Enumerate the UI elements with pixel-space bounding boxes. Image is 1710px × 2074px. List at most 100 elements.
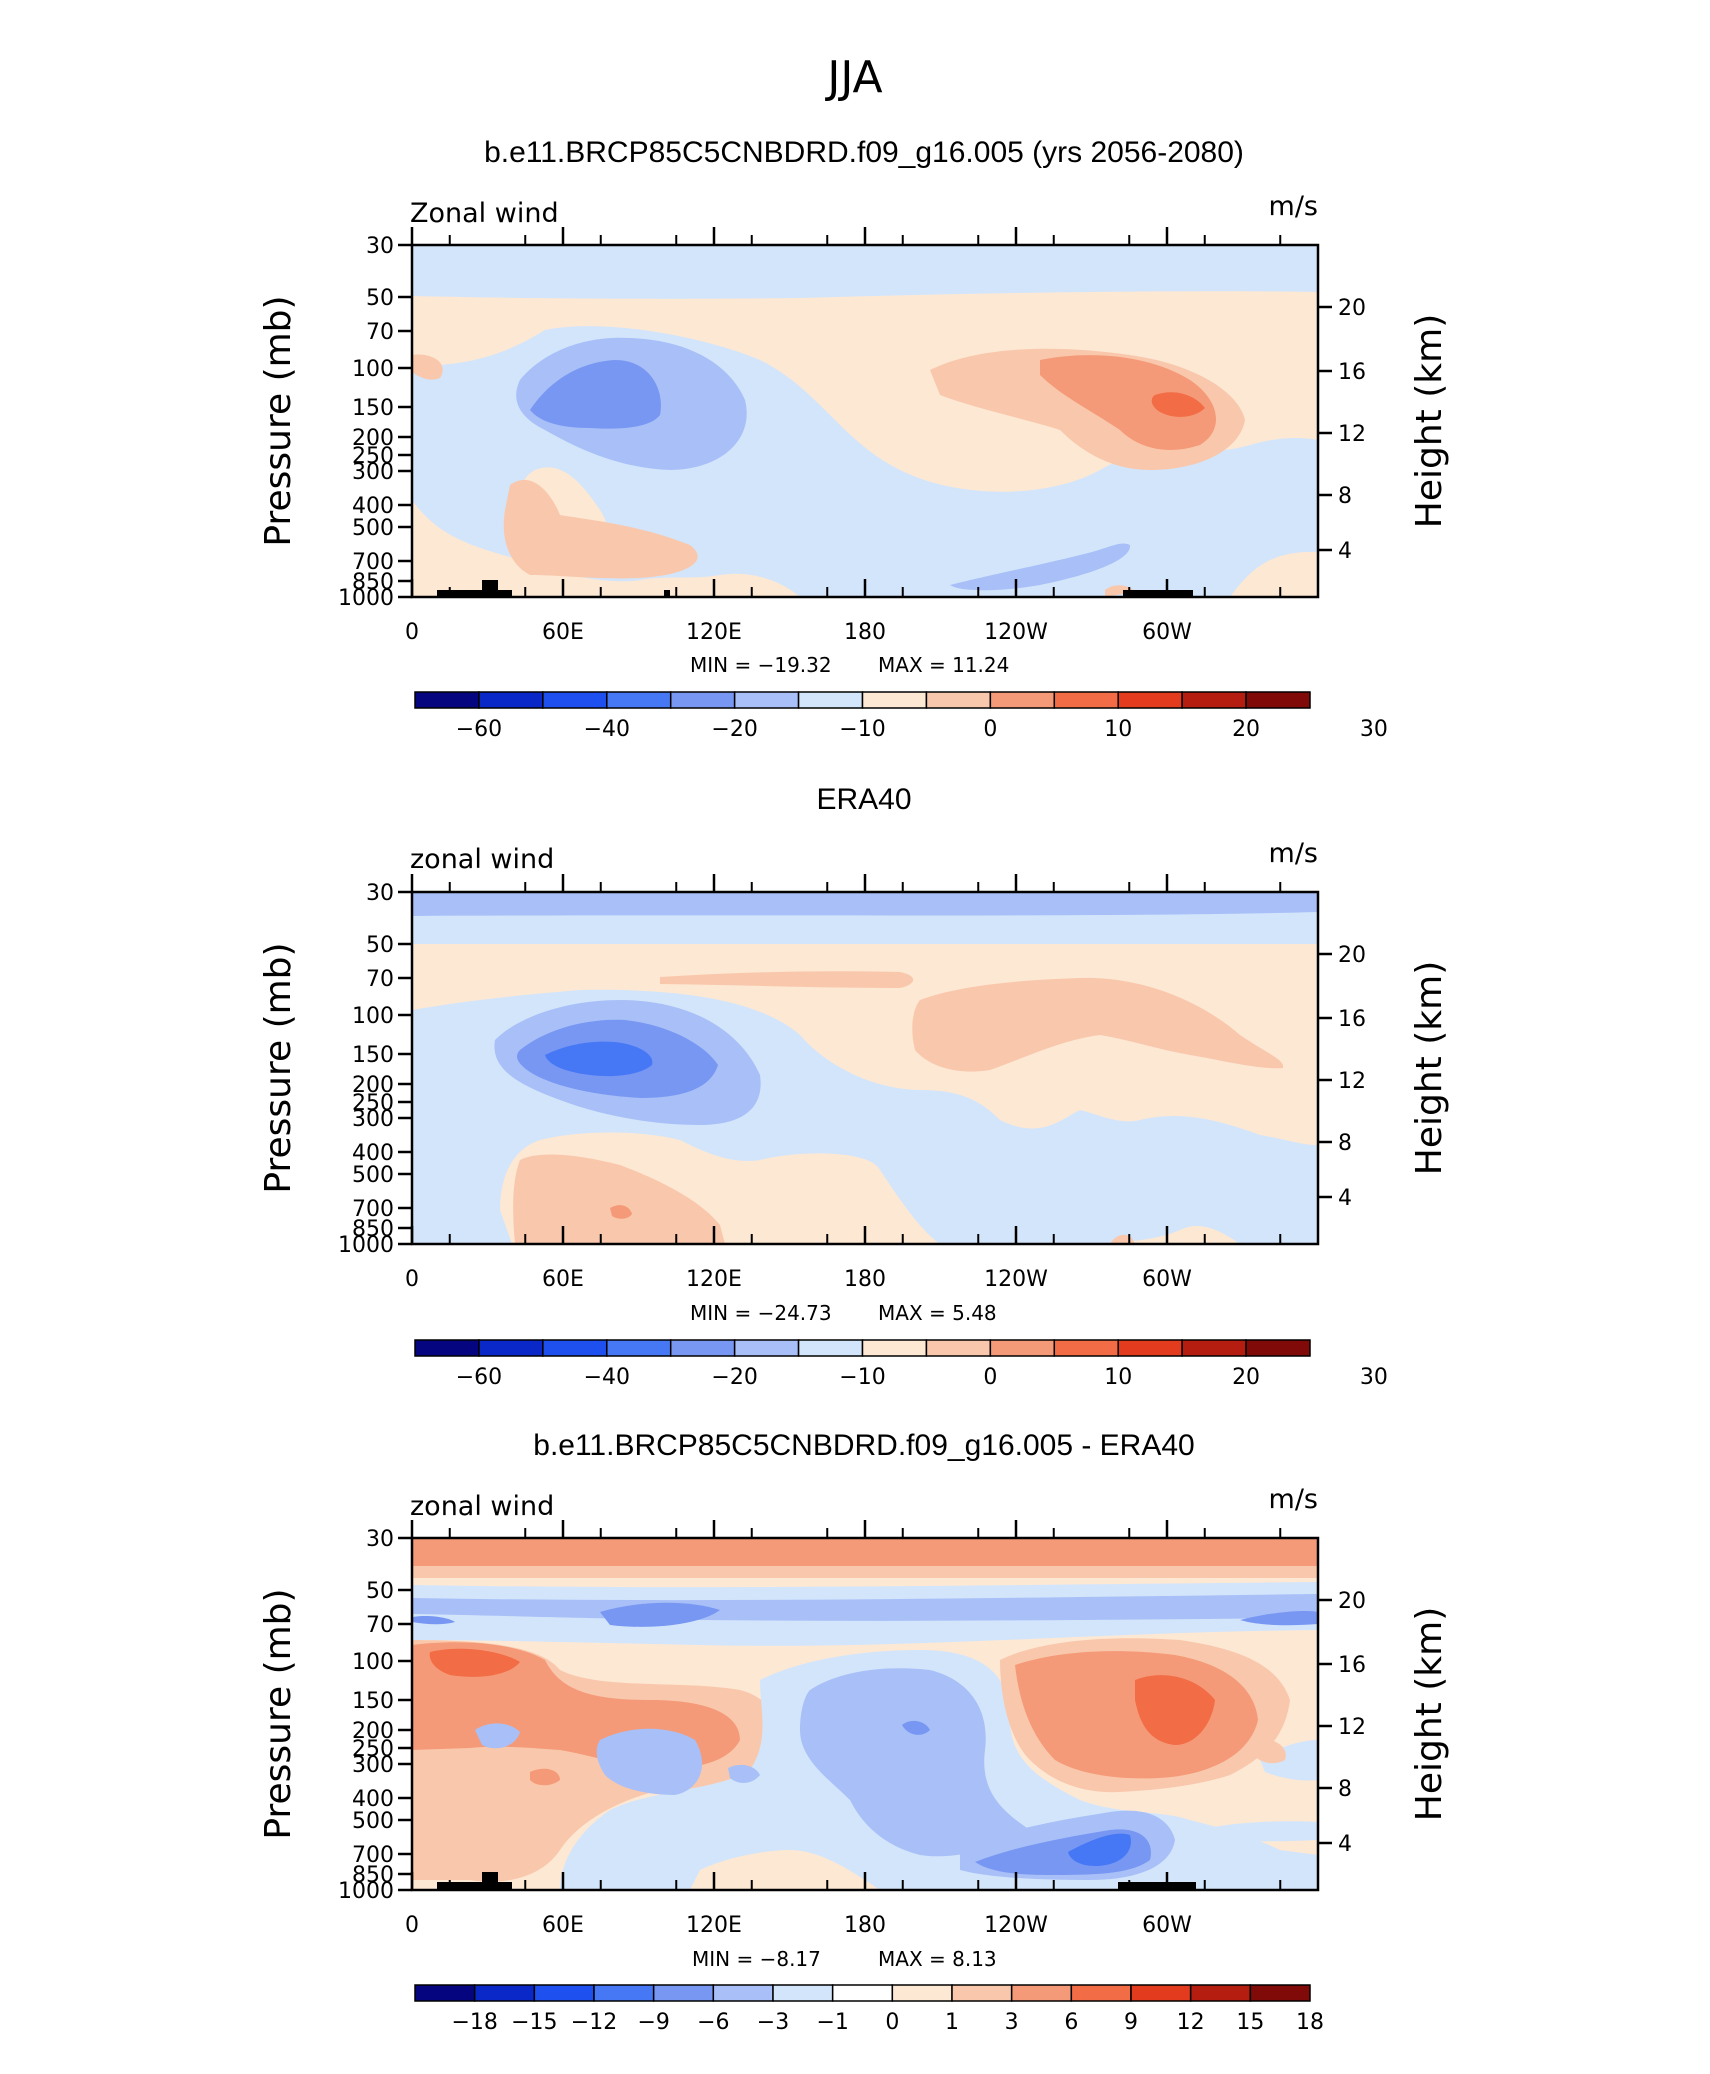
field-region: [429, 1648, 520, 1677]
panel-diff-left-label: zonal wind: [410, 1491, 554, 1522]
x-tick-label: 120W: [984, 1913, 1048, 1938]
colorbar-label: −12: [571, 2010, 617, 2035]
x-tick-label: 120E: [686, 1913, 742, 1938]
y2-tick-label: 16: [1338, 1007, 1366, 1032]
colorbar-label: 10: [1104, 1365, 1132, 1390]
x-tick-label: 0: [405, 1267, 419, 1292]
panel-diff-title: b.e11.BRCP85C5CNBDRD.f09_g16.005 - ERA40: [533, 1429, 1194, 1462]
y2-tick-label: 8: [1338, 484, 1352, 509]
colorbar-swatch: [925, 1339, 992, 1357]
panel-obs: ERA40 zonal wind m/s 0 60E 120E 180 120W 60W 3…: [258, 783, 1450, 1390]
field-region: [660, 971, 914, 988]
colorbar-swatch: [414, 691, 480, 709]
y-tick-label: 250: [352, 1737, 394, 1762]
panel-diff-ylabel: Pressure (mb): [258, 1588, 299, 1839]
field-region: [912, 977, 1284, 1072]
colorbar-label: 6: [1064, 2010, 1078, 2035]
colorbar-label: −1: [816, 2010, 848, 2035]
colorbar-swatch: [1245, 1339, 1311, 1357]
panel-diff: b.e11.BRCP85C5CNBDRD.f09_g16.005 - ERA40…: [258, 1429, 1450, 2035]
y-tick-label: 300: [352, 1753, 394, 1778]
colorbar-swatch: [951, 1984, 1013, 2002]
y-tick-label: 250: [352, 444, 394, 469]
y-tick-label: 850: [352, 1863, 394, 1888]
colorbar-swatch: [542, 691, 608, 709]
panel-diff-units: m/s: [1269, 1484, 1318, 1515]
colorbar-swatch: [925, 691, 992, 709]
colorbar-swatch: [1053, 691, 1119, 709]
colorbar-swatch: [1245, 691, 1311, 709]
field-region: [513, 1154, 725, 1244]
colorbar-label: 10: [1104, 717, 1132, 742]
colorbar-label: 0: [983, 1365, 997, 1390]
x-tick-label: 60E: [542, 1267, 584, 1292]
panel-diff-min: MIN = −8.17: [692, 1947, 821, 1971]
field-region: [596, 1728, 703, 1795]
colorbar-label: −10: [839, 717, 885, 742]
panel-diff-colorbar: −18 −15 −12 −9 −6 −3 −1 0 1 3 6 9 12 15 18: [414, 1984, 1324, 2035]
field-region: [1151, 392, 1205, 417]
colorbar-swatch: [891, 1984, 953, 2002]
field-region: [1068, 1833, 1131, 1866]
field-region: [530, 360, 661, 429]
orography: [1123, 590, 1193, 597]
orography: [1118, 1882, 1196, 1890]
panel-model-max: MAX = 11.24: [878, 653, 1009, 677]
field-region: [1260, 1740, 1318, 1781]
y2-tick-label: 4: [1338, 1832, 1352, 1857]
x-tick-label: 60E: [542, 620, 584, 645]
colorbar-label: −20: [711, 1365, 757, 1390]
colorbar-swatch: [733, 691, 800, 709]
orography: [482, 1872, 498, 1882]
x-tick-label: 60W: [1142, 620, 1192, 645]
colorbar-swatch: [989, 1339, 1056, 1357]
colorbar-label: −20: [711, 717, 757, 742]
field-region: [530, 1768, 560, 1786]
colorbar-label: −3: [757, 2010, 789, 2035]
y-tick-label: 1000: [338, 1879, 394, 1904]
panel-model-y2label: Height (km): [1409, 314, 1450, 528]
y-tick-label: 850: [352, 1217, 394, 1242]
panel-obs-colorbar: −60 −40 −20 −10 0 10 20 30: [414, 1339, 1388, 1390]
colorbar-swatch: [831, 1984, 894, 2002]
y-tick-label: 700: [352, 550, 394, 575]
y2-tick-label: 20: [1338, 1589, 1366, 1614]
x-tick-label: 0: [405, 620, 419, 645]
y-tick-label: 50: [366, 933, 394, 958]
y-tick-label: 700: [352, 1843, 394, 1868]
y2-tick-label: 12: [1338, 1069, 1366, 1094]
panel-obs-left-label: zonal wind: [410, 844, 554, 875]
colorbar-swatch: [669, 691, 736, 709]
colorbar-swatch: [414, 1984, 476, 2002]
colorbar-swatch: [861, 1339, 928, 1357]
y2-tick-label: 12: [1338, 1715, 1366, 1740]
y2-tick-label: 8: [1338, 1131, 1352, 1156]
colorbar-swatch: [1117, 1339, 1183, 1357]
field-region: [950, 543, 1131, 591]
colorbar-swatch: [542, 1339, 608, 1357]
orography: [437, 1882, 512, 1890]
y-tick-label: 200: [352, 426, 394, 451]
y-tick-label: 50: [366, 286, 394, 311]
field-region: [412, 245, 1318, 299]
y2-tick-label: 4: [1338, 539, 1352, 564]
y-tick-label: 300: [352, 460, 394, 485]
colorbar-swatch: [1189, 1984, 1252, 2002]
panel-obs-ylabel: Pressure (mb): [258, 942, 299, 1193]
x-tick-label: 120W: [984, 1267, 1048, 1292]
panel-obs-units: m/s: [1269, 838, 1318, 869]
panel-diff-field: [412, 1538, 1318, 1890]
colorbar-label: 30: [1360, 717, 1388, 742]
colorbar-swatch: [478, 1339, 544, 1357]
y-tick-label: 500: [352, 516, 394, 541]
colorbar-label: −40: [584, 717, 630, 742]
y-tick-label: 30: [366, 1527, 394, 1552]
y-tick-label: 700: [352, 1197, 394, 1222]
y-tick-label: 100: [352, 357, 394, 382]
colorbar-swatch: [1181, 691, 1247, 709]
field-region: [902, 1720, 930, 1735]
y-tick-label: 200: [352, 1719, 394, 1744]
y-tick-label: 30: [366, 881, 394, 906]
y2-tick-label: 16: [1338, 1653, 1366, 1678]
